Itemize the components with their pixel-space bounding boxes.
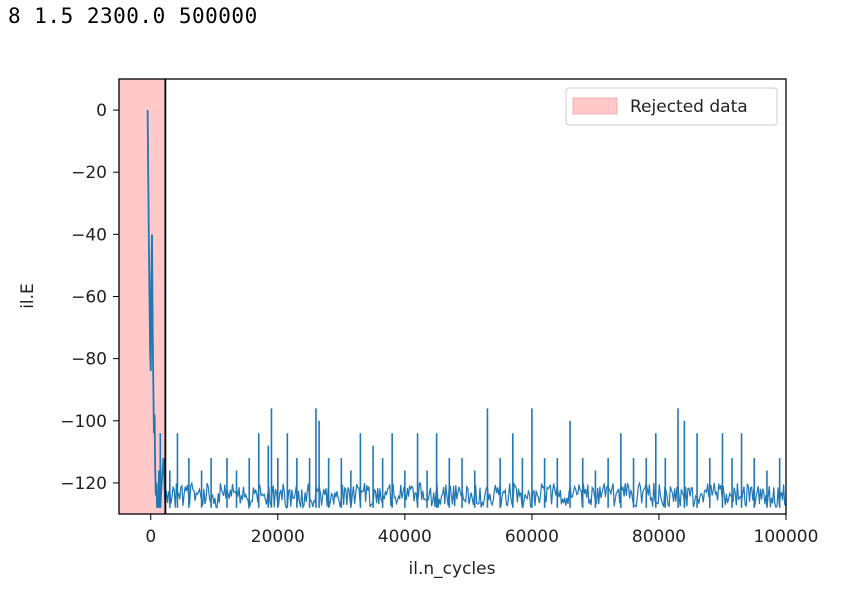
x-tick-label: 40000 xyxy=(378,527,432,547)
y-axis-label: il.E xyxy=(18,283,38,309)
series-initial-trace xyxy=(146,110,167,508)
y-tick-label: −60 xyxy=(71,288,107,308)
x-tick-label: 20000 xyxy=(251,527,305,547)
x-tick-label: 100000 xyxy=(754,527,819,547)
legend-label-rejected: Rejected data xyxy=(630,97,748,117)
legend-box xyxy=(565,87,778,126)
legend: Rejected data xyxy=(565,87,778,126)
y-tick-label: −80 xyxy=(71,350,107,370)
y-tick-label: −120 xyxy=(60,474,107,494)
plot-frame xyxy=(118,78,787,515)
y-tick-label: −40 xyxy=(71,225,107,245)
x-tick-label: 80000 xyxy=(632,527,686,547)
y-tick-label: 0 xyxy=(96,101,107,121)
header-text: 8 1.5 2300.0 500000 xyxy=(8,4,258,28)
y-tick-label: −100 xyxy=(60,412,107,432)
x-tick-label: 60000 xyxy=(505,527,559,547)
x-tick-label: 0 xyxy=(145,527,156,547)
rejected-region xyxy=(119,79,166,514)
x-axis-label: il.n_cycles xyxy=(409,559,496,579)
y-tick-label: −20 xyxy=(71,163,107,183)
legend-swatch-rejected xyxy=(572,97,618,115)
